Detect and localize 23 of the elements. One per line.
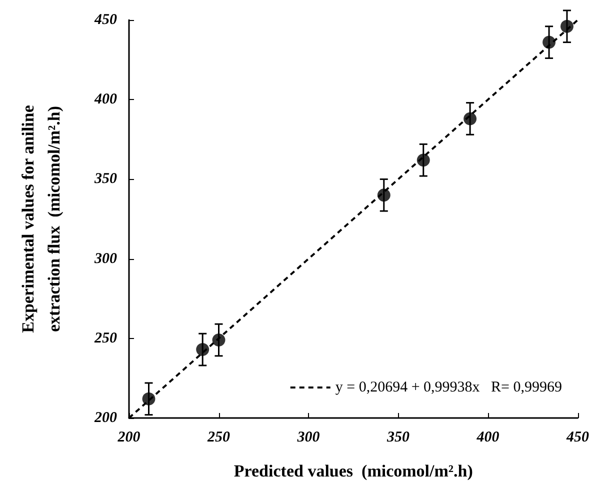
x-tick-label: 250 xyxy=(206,430,230,446)
point xyxy=(212,333,226,346)
y-tick-label: 200 xyxy=(94,410,118,426)
y-tick-label: 400 xyxy=(94,92,118,108)
point xyxy=(542,36,556,49)
x-tick-label: 300 xyxy=(296,430,320,446)
x-tick-label: 450 xyxy=(566,430,590,446)
legend-label: y = 0,20694 + 0,99938x R= 0,99969 xyxy=(335,380,562,396)
y-tick-label: 350 xyxy=(94,171,118,188)
point xyxy=(560,20,574,33)
y-tick-label: 250 xyxy=(94,330,118,346)
point xyxy=(416,154,430,167)
y-axis-title: Experimental values for aniline extraction flux (micomol/m².h) xyxy=(18,104,64,333)
y-tick-label: 300 xyxy=(94,250,118,267)
x-tick-label: 350 xyxy=(386,430,410,446)
y-tick-label: 450 xyxy=(94,12,118,28)
point xyxy=(464,112,477,126)
point xyxy=(377,188,390,202)
x-axis-title: Predicted values (micomol/m².h) xyxy=(234,462,473,480)
x-tick-label: 400 xyxy=(476,430,500,446)
point xyxy=(196,343,210,356)
point xyxy=(142,392,156,406)
x-tick-label: 200 xyxy=(116,430,141,446)
